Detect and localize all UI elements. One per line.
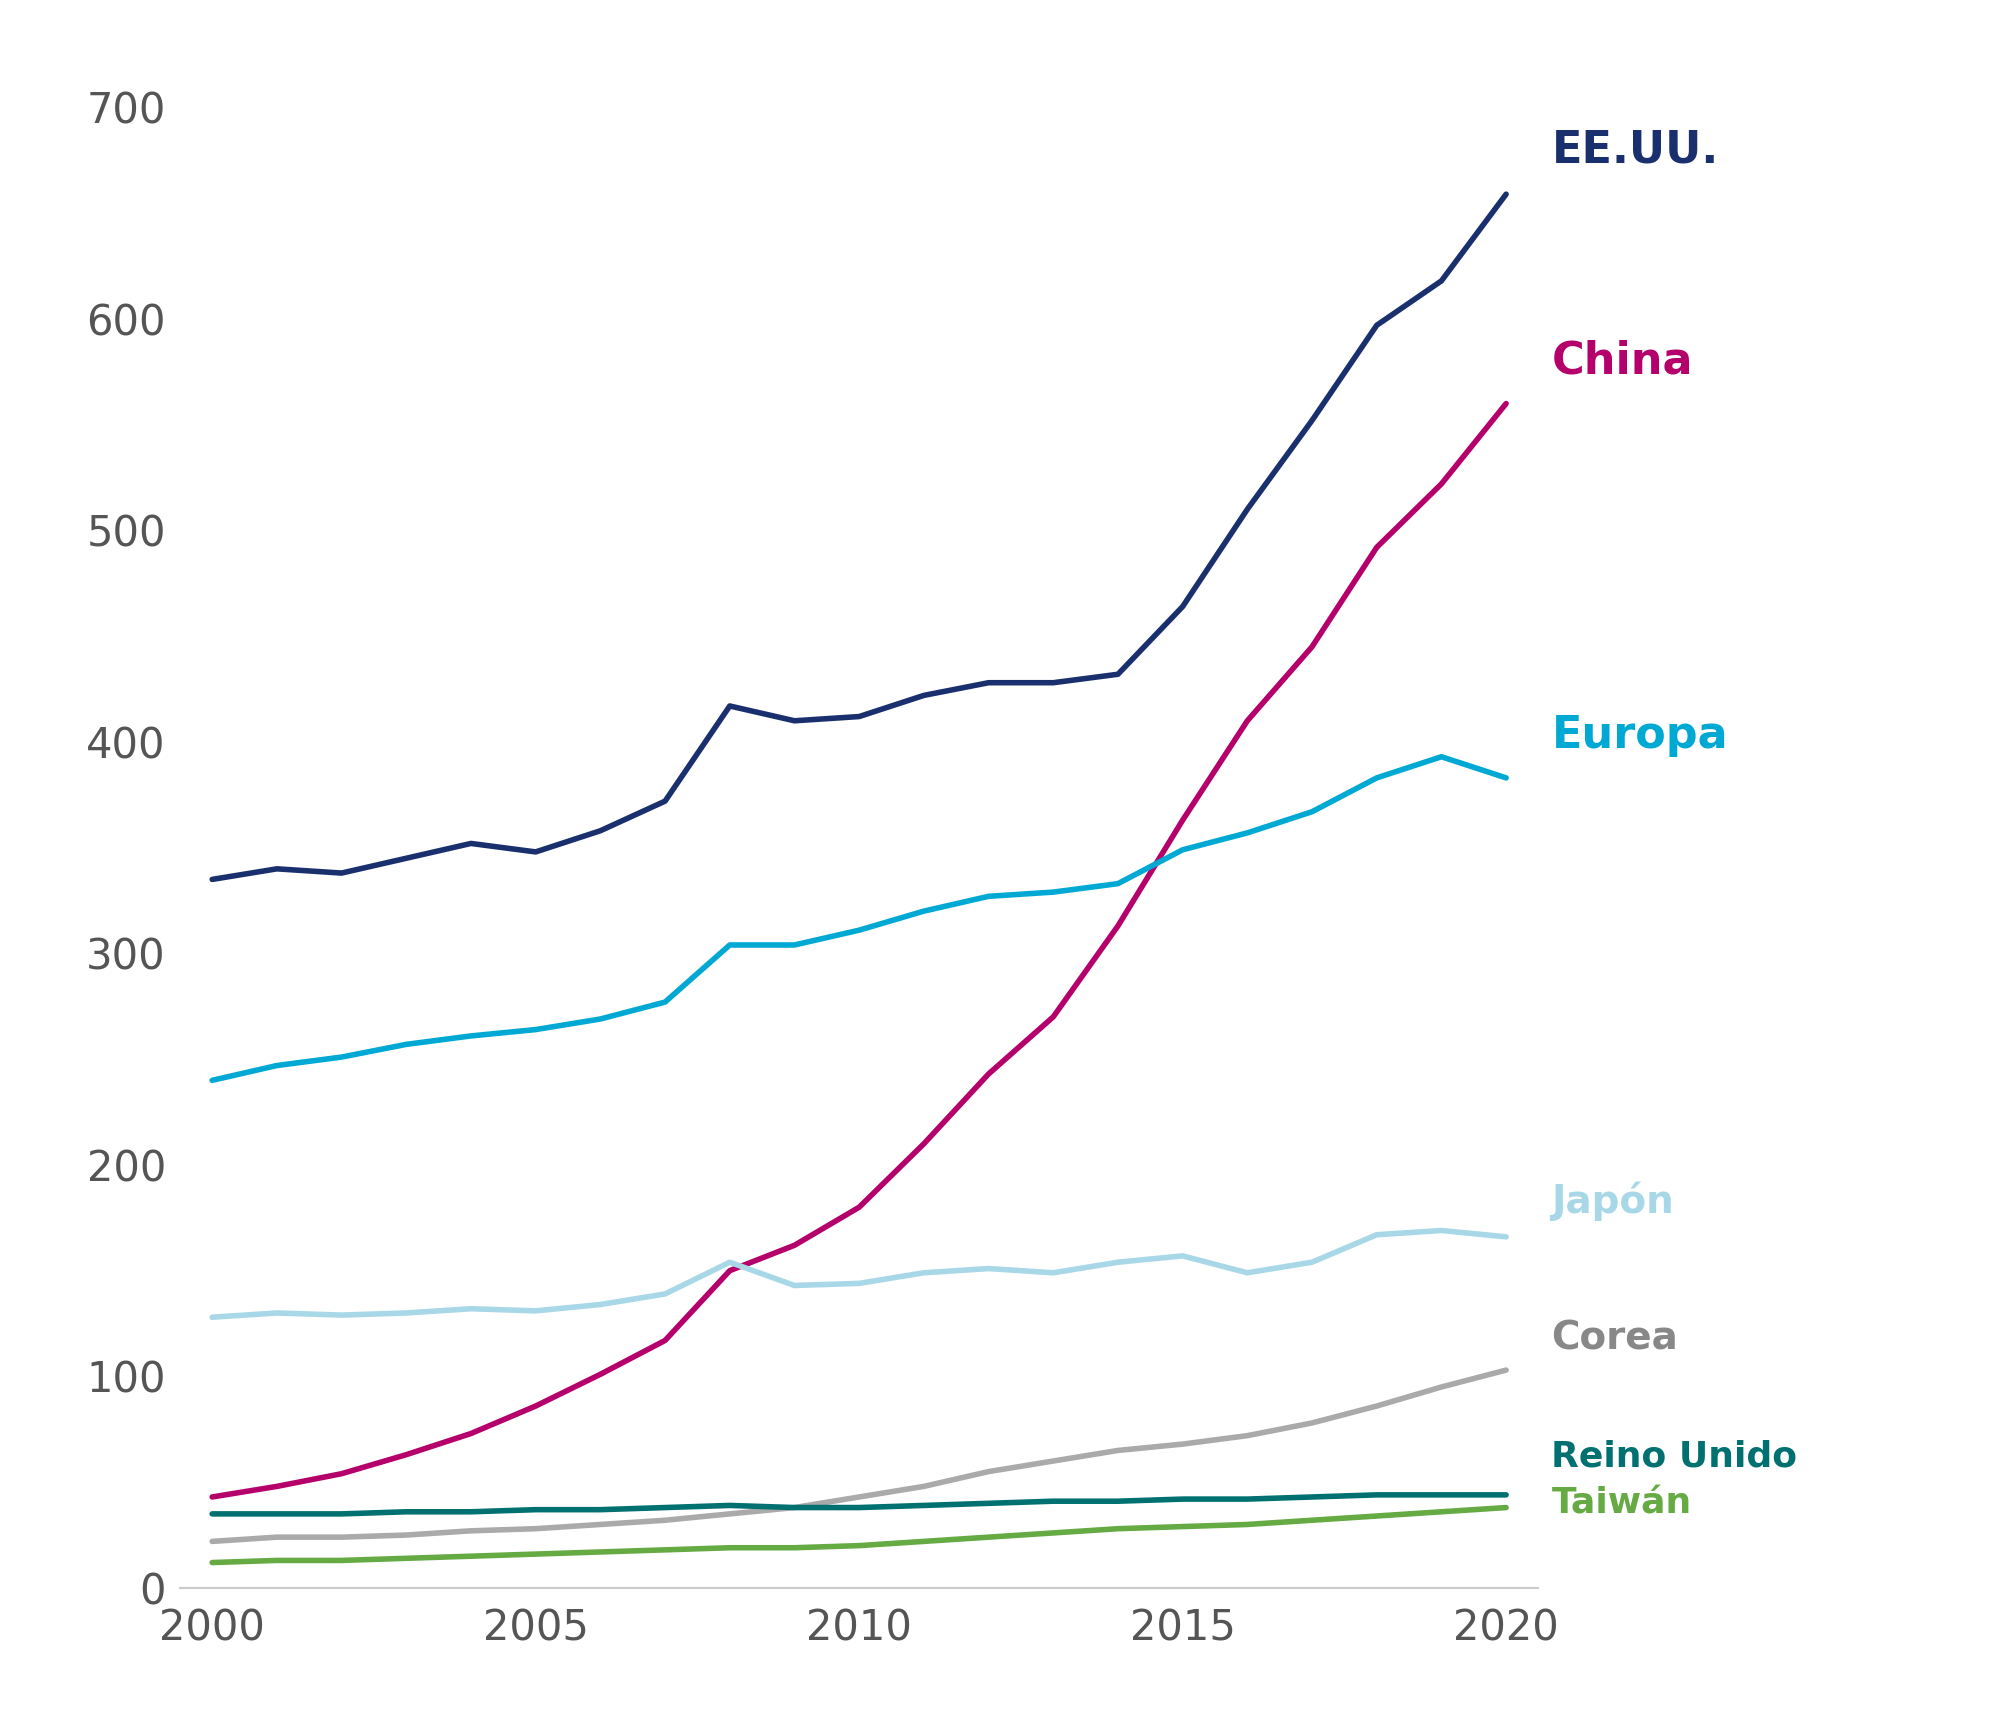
Text: Europa: Europa — [1550, 715, 1728, 758]
Text: Taiwán: Taiwán — [1550, 1486, 1692, 1521]
Text: Japón: Japón — [1550, 1181, 1674, 1220]
Text: Reino Unido: Reino Unido — [1550, 1439, 1798, 1474]
Text: China: China — [1550, 340, 1692, 383]
Text: Corea: Corea — [1550, 1319, 1678, 1357]
Text: EE.UU.: EE.UU. — [1550, 128, 1718, 171]
